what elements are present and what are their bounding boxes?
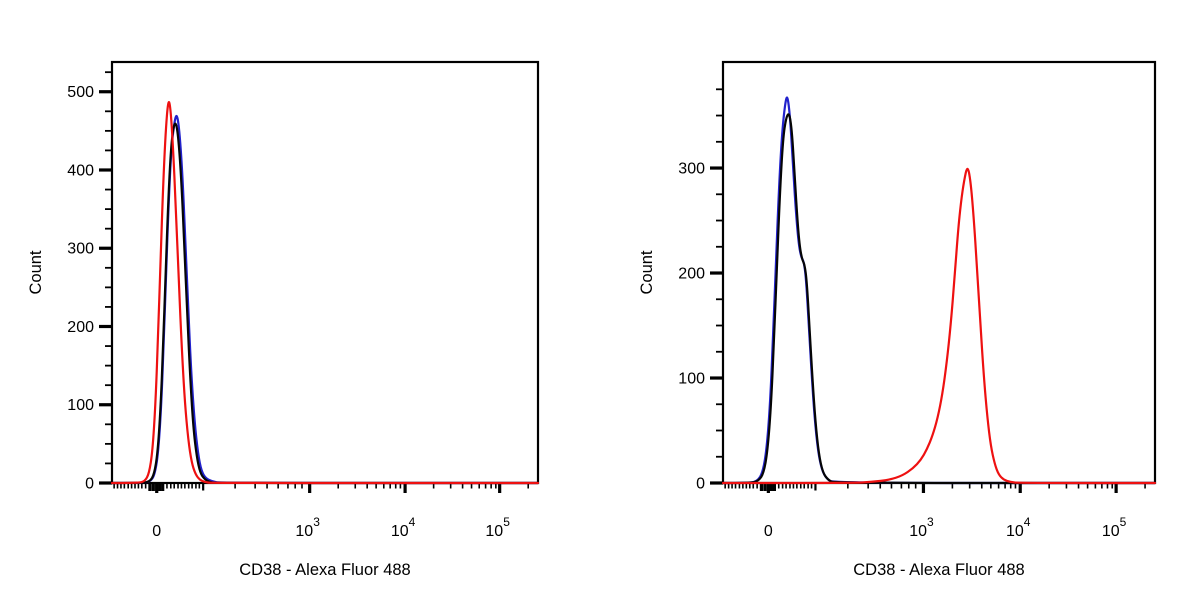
x-axis-title: CD38 - Alexa Fluor 488 xyxy=(239,561,411,579)
x-tick-label-decade: 105 xyxy=(1102,515,1127,540)
series-curve-red xyxy=(110,101,540,485)
plot-border xyxy=(721,60,1157,485)
x-tick-label-decade: 105 xyxy=(485,515,510,540)
y-tick-label: 0 xyxy=(696,476,705,493)
y-tick-label: 0 xyxy=(85,476,94,493)
series-curve-black xyxy=(721,113,1157,485)
y-tick-label: 300 xyxy=(678,161,705,178)
x-tick-label-decade: 103 xyxy=(909,515,934,540)
series-curve-black xyxy=(110,122,540,485)
x-tick-label-decade: 104 xyxy=(391,515,416,540)
x-tick-label-decade: 104 xyxy=(1006,515,1031,540)
y-tick-label: 500 xyxy=(67,84,94,101)
x-axis-title: CD38 - Alexa Fluor 488 xyxy=(853,561,1025,579)
x-tick-label-decade: 103 xyxy=(295,515,320,540)
y-tick-label: 200 xyxy=(678,266,705,283)
series-curve-blue xyxy=(721,96,1157,485)
series-curve-blue xyxy=(110,114,540,485)
x-tick-label-zero: 0 xyxy=(152,523,161,540)
y-tick-label: 100 xyxy=(678,371,705,388)
series-curve-red xyxy=(721,167,1157,485)
panel-left: 0 100 200 300 400 500 0 103 104 105 CD38 - Alexa F… xyxy=(27,60,540,579)
y-tick-label: 100 xyxy=(67,397,94,414)
y-axis-title: Count xyxy=(638,250,656,294)
y-tick-label: 300 xyxy=(67,241,94,258)
y-axis-title: Count xyxy=(27,250,45,294)
y-tick-label: 200 xyxy=(67,319,94,336)
panel-right: 0 100 200 300 0 103 104 105 CD38 - Alexa Fluor 4… xyxy=(638,60,1157,579)
x-tick-label-zero: 0 xyxy=(764,523,773,540)
y-tick-label: 400 xyxy=(67,162,94,179)
